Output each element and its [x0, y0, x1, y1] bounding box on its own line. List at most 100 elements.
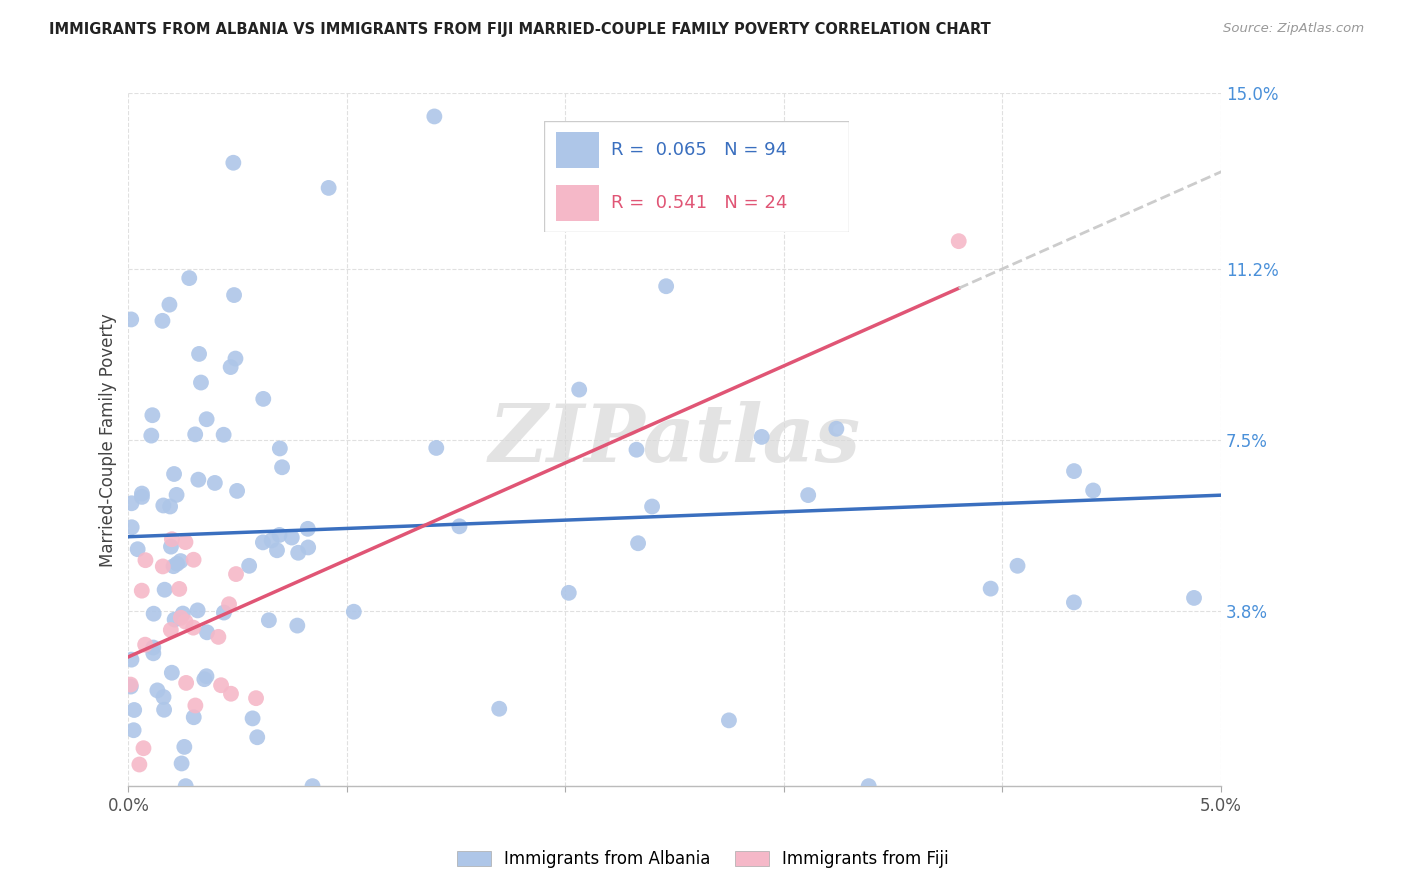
Point [219, 359, 242, 374]
Point [1063, 464, 1085, 478]
Point [131, 486, 153, 500]
Point [252, 535, 274, 549]
Point [132, 741, 155, 756]
Point [224, 351, 246, 366]
Point [162, 559, 184, 574]
Point [163, 613, 186, 627]
Point [1182, 591, 1205, 605]
Point [226, 483, 249, 498]
Point [174, 535, 197, 549]
Point [141, 408, 163, 422]
Legend: Immigrants from Albania, Immigrants from Fiji: Immigrants from Albania, Immigrants from… [451, 844, 955, 875]
Point [160, 665, 183, 680]
Point [134, 638, 156, 652]
Text: ZIPatlas: ZIPatlas [489, 401, 860, 478]
Point [152, 499, 174, 513]
Point [166, 557, 188, 571]
Point [131, 583, 153, 598]
Point [195, 412, 218, 426]
Point [142, 646, 165, 660]
Point [121, 496, 143, 510]
Point [269, 442, 291, 456]
Point [152, 314, 174, 328]
Point [127, 542, 149, 557]
Point [159, 298, 181, 312]
Point [245, 691, 267, 706]
Point [152, 690, 174, 704]
Point [187, 603, 209, 617]
Point [170, 756, 193, 771]
Point [181, 621, 204, 635]
Point [141, 428, 163, 442]
Point [218, 597, 240, 611]
Point [266, 543, 288, 558]
Point [1081, 483, 1104, 498]
Point [160, 533, 183, 547]
Point [858, 779, 880, 793]
Point [120, 677, 142, 691]
Point [318, 181, 340, 195]
Point [242, 711, 264, 725]
Point [252, 392, 274, 406]
Point [717, 714, 740, 728]
Point [174, 676, 197, 690]
Point [169, 554, 191, 568]
Point [423, 110, 446, 124]
Point [246, 730, 269, 744]
Point [626, 442, 648, 457]
Point [122, 723, 145, 738]
Point [297, 522, 319, 536]
Point [174, 615, 197, 629]
Point [179, 271, 201, 285]
Point [209, 678, 232, 692]
Text: Source: ZipAtlas.com: Source: ZipAtlas.com [1223, 22, 1364, 36]
Point [193, 672, 215, 686]
Point [271, 460, 294, 475]
Point [301, 779, 323, 793]
Point [222, 288, 245, 302]
Point [449, 519, 471, 533]
Point [159, 500, 181, 514]
Point [153, 582, 176, 597]
Point [159, 623, 181, 637]
Point [187, 473, 209, 487]
Point [948, 234, 970, 248]
Point [222, 155, 245, 169]
Point [170, 611, 193, 625]
Point [1007, 558, 1029, 573]
Point [173, 739, 195, 754]
Point [153, 703, 176, 717]
Point [260, 533, 283, 548]
Point [751, 430, 773, 444]
Point [183, 710, 205, 724]
Point [207, 630, 229, 644]
Point [174, 779, 197, 793]
Point [627, 536, 650, 550]
Point [188, 347, 211, 361]
Point [134, 553, 156, 567]
Point [190, 376, 212, 390]
Point [172, 607, 194, 621]
Point [163, 467, 186, 481]
Point [166, 488, 188, 502]
Point [120, 312, 142, 326]
Point [980, 582, 1002, 596]
Point [160, 540, 183, 554]
Point [568, 383, 591, 397]
Point [825, 422, 848, 436]
Point [184, 427, 207, 442]
Y-axis label: Married-Couple Family Poverty: Married-Couple Family Poverty [100, 313, 117, 566]
Point [195, 669, 218, 683]
Point [225, 567, 247, 582]
Point [1063, 595, 1085, 609]
Point [167, 582, 190, 596]
Point [488, 702, 510, 716]
Point [297, 541, 319, 555]
Point [184, 698, 207, 713]
Point [655, 279, 678, 293]
Point [120, 653, 142, 667]
Point [641, 500, 664, 514]
Point [142, 607, 165, 621]
Point [269, 528, 291, 542]
Point [212, 606, 235, 620]
